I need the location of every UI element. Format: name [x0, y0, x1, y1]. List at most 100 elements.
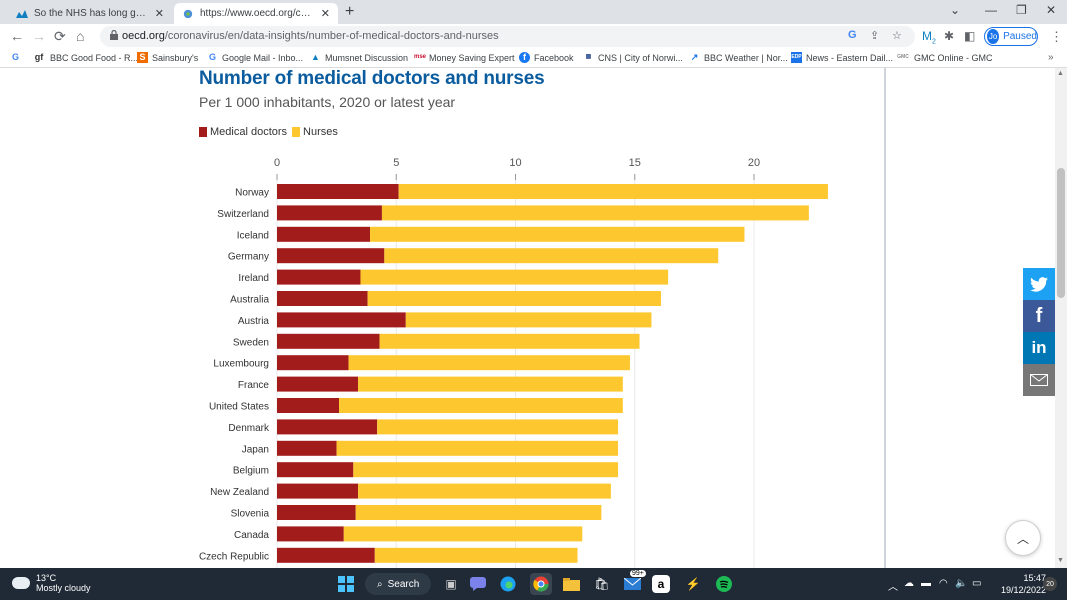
- weather-widget[interactable]: 13°C Mostly cloudy: [12, 573, 91, 593]
- scroll-down-arrow-icon[interactable]: ▼: [1057, 557, 1064, 564]
- windows-icon: [338, 576, 354, 592]
- volume-icon[interactable]: 🔈: [955, 578, 968, 589]
- bookmark-label: BBC Weather | Nor...: [704, 52, 788, 63]
- bar-medical-doctors: [277, 333, 380, 349]
- forward-button[interactable]: →: [32, 28, 46, 44]
- chrome-button[interactable]: [530, 573, 552, 595]
- x-tick-label: 5: [393, 157, 399, 169]
- amazon-button[interactable]: a: [652, 575, 670, 593]
- amazon-icon: a: [657, 577, 665, 591]
- system-clock[interactable]: 15:47 19/12/2022: [1001, 572, 1046, 596]
- share-facebook-button[interactable]: f: [1023, 300, 1055, 332]
- bookmark-label: Sainsbury's: [152, 52, 199, 63]
- mail-button[interactable]: [621, 573, 643, 595]
- bar-nurses: [374, 547, 578, 563]
- show-hidden-icons-icon[interactable]: ︿: [888, 582, 898, 593]
- category-label: Sweden: [233, 337, 269, 348]
- bookmark-google[interactable]: G: [10, 52, 25, 63]
- page-scrollbar[interactable]: ▲ ▼: [1055, 68, 1067, 568]
- bookmark-sainsburys[interactable]: S Sainsbury's: [137, 52, 198, 63]
- close-tab-icon[interactable]: ✕: [154, 8, 164, 20]
- category-label: Luxembourg: [213, 359, 269, 370]
- close-window-button[interactable]: ✕: [1046, 3, 1057, 17]
- new-tab-button[interactable]: +: [345, 3, 355, 20]
- side-panel-icon[interactable]: ◧: [964, 29, 976, 43]
- onedrive-icon[interactable]: ☁: [904, 578, 914, 589]
- windows-taskbar: 13°C Mostly cloudy ⌕ Search ▣ 🛍 99+ a ⚡ ︿…: [0, 568, 1067, 600]
- share-email-button[interactable]: [1023, 364, 1055, 396]
- back-button[interactable]: ←: [10, 28, 24, 44]
- taskbar-search[interactable]: ⌕ Search: [365, 573, 431, 595]
- bar-nurses: [353, 462, 619, 478]
- bar-medical-doctors: [277, 483, 359, 499]
- address-bar[interactable]: oecd.org/coronavirus/en/data-insights/nu…: [100, 26, 915, 47]
- tab-search-icon[interactable]: ⌄: [950, 3, 961, 17]
- home-button[interactable]: ⌂: [76, 28, 85, 44]
- extensions-puzzle-icon[interactable]: ✱: [944, 29, 955, 43]
- bar-medical-doctors: [277, 312, 406, 328]
- scrollbar-thumb[interactable]: [1057, 168, 1065, 298]
- teams-chat-button[interactable]: [467, 573, 489, 595]
- spotify-button[interactable]: [713, 573, 735, 595]
- bookmark-cns[interactable]: ▦ CNS | City of Norwi...: [583, 52, 683, 63]
- close-tab-icon[interactable]: ✕: [320, 8, 330, 20]
- mail-icon: [623, 578, 641, 590]
- url-host: oecd.org: [122, 30, 165, 42]
- bookmark-edp[interactable]: EDP News - Eastern Dail...: [791, 52, 893, 63]
- file-explorer-button[interactable]: [560, 573, 582, 595]
- bookmark-star-icon[interactable]: ☆: [892, 30, 902, 42]
- bookmark-label: Google Mail - Inbo...: [222, 52, 304, 63]
- category-label: Iceland: [237, 230, 269, 241]
- bar-nurses: [379, 333, 640, 349]
- tab-oecd[interactable]: https://www.oecd.org/coronaviru ✕: [174, 3, 338, 24]
- task-view-button[interactable]: ▣: [440, 573, 462, 595]
- sainsburys-icon: S: [137, 52, 148, 63]
- share-linkedin-button[interactable]: in: [1023, 332, 1055, 364]
- profile-status: Paused: [1003, 31, 1037, 42]
- bookmark-gmc[interactable]: GMC GMC Online - GMC: [896, 52, 992, 63]
- bookmark-gmail[interactable]: G Google Mail - Inbo...: [207, 52, 303, 63]
- bar-nurses: [339, 398, 623, 413]
- wifi-icon[interactable]: ◠: [939, 578, 948, 589]
- bar-medical-doctors: [277, 547, 375, 563]
- profile-button[interactable]: Jo Paused: [984, 27, 1038, 46]
- more-bookmarks-icon[interactable]: »: [1048, 52, 1054, 63]
- battery-icon[interactable]: ▭: [972, 578, 982, 589]
- x-tick-label: 15: [629, 157, 641, 169]
- share-page-icon[interactable]: ⇪: [870, 30, 880, 42]
- edge-button[interactable]: [497, 573, 519, 595]
- share-twitter-button[interactable]: [1023, 268, 1055, 300]
- scroll-up-arrow-icon[interactable]: ▲: [1057, 70, 1064, 77]
- battery-saver-icon[interactable]: ▬: [921, 578, 931, 589]
- bar-medical-doctors: [277, 248, 385, 264]
- tab-title: https://www.oecd.org/coronaviru: [200, 8, 315, 19]
- bar-medical-doctors: [277, 205, 382, 221]
- google-translate-icon[interactable]: G: [848, 29, 857, 41]
- card-border: [884, 68, 886, 568]
- bookmark-bbc-good-food[interactable]: gf BBC Good Food - R...: [32, 52, 138, 63]
- bookmark-label: Facebook: [534, 52, 574, 63]
- clock-time: 15:47: [1023, 573, 1047, 583]
- bar-medical-doctors: [277, 269, 361, 285]
- weather-condition: Mostly cloudy: [36, 583, 91, 593]
- bookmark-mse[interactable]: mse Money Saving Expert: [414, 52, 515, 63]
- browser-menu-icon[interactable]: ⋮: [1050, 29, 1063, 44]
- store-button[interactable]: 🛍: [591, 573, 613, 595]
- start-button[interactable]: [335, 573, 357, 595]
- spotify-icon: [716, 576, 732, 592]
- reload-button[interactable]: ⟳: [54, 28, 66, 44]
- extension-icon[interactable]: M2: [922, 29, 936, 46]
- legend-label: Medical doctors: [210, 126, 288, 138]
- tab-mumsnet[interactable]: So the NHS has long gone | Mum ✕: [8, 3, 172, 24]
- back-to-top-button[interactable]: ︿: [1005, 520, 1041, 556]
- minimize-button[interactable]: —: [985, 3, 997, 17]
- notification-badge[interactable]: 20: [1043, 577, 1057, 591]
- bookmark-facebook[interactable]: f Facebook: [519, 52, 574, 63]
- mse-icon: mse: [414, 54, 427, 60]
- category-label: France: [238, 380, 270, 391]
- bookmark-bbc-weather[interactable]: ↗ BBC Weather | Nor...: [689, 52, 788, 63]
- app-button[interactable]: ⚡: [682, 573, 704, 595]
- bookmark-mumsnet[interactable]: ▲ Mumsnet Discussion: [310, 52, 408, 63]
- restore-button[interactable]: ❐: [1016, 3, 1027, 17]
- legend-item-nurses: Nurses: [292, 126, 338, 138]
